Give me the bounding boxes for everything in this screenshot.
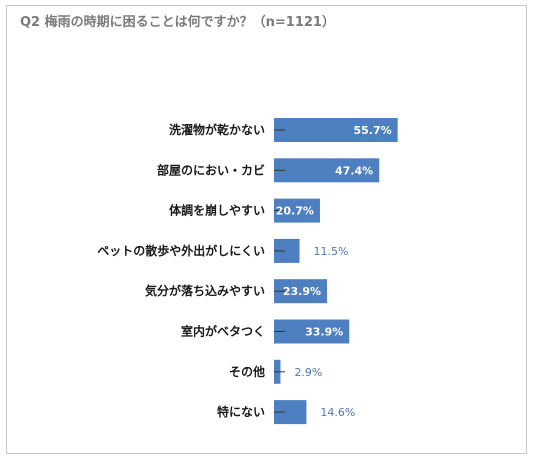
chart-title: Q2 梅雨の時期に困ることは何ですか？（n=1121） xyxy=(20,15,335,30)
value-label-2: 20.7% xyxy=(276,205,314,218)
value-label-3: 11.5% xyxy=(314,245,349,258)
category-label-0: 洗濯物が乾かない xyxy=(169,122,265,137)
bar-1 xyxy=(274,158,380,183)
category-label-1: 部屋のにおい・カビ xyxy=(157,162,265,177)
category-label-6: その他 xyxy=(229,364,265,379)
category-label-4: 気分が落ち込みやすい xyxy=(145,283,265,298)
value-label-1: 47.4% xyxy=(335,164,373,177)
category-label-3: ペットの散歩や外出がしにくい xyxy=(97,243,265,258)
bar-5 xyxy=(274,319,350,344)
value-label-4: 23.9% xyxy=(283,285,321,298)
value-label-5: 33.9% xyxy=(305,326,343,339)
category-label-7: 特にない xyxy=(217,404,265,419)
value-label-0: 55.7% xyxy=(353,124,391,137)
category-label-2: 体調を崩しやすい xyxy=(169,203,265,218)
category-label-5: 室内がベタつく xyxy=(181,324,265,339)
value-label-6: 2.9% xyxy=(294,366,322,379)
value-label-7: 14.6% xyxy=(320,406,355,419)
chart-frame xyxy=(6,5,527,454)
bar-0 xyxy=(274,118,398,142)
